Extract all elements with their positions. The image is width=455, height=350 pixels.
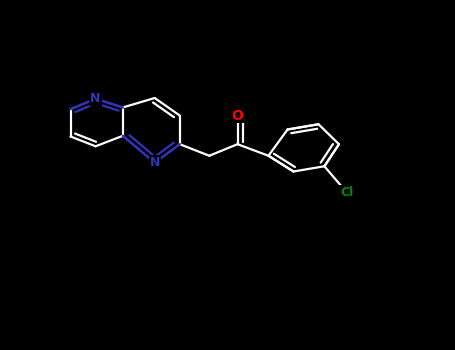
Text: O: O — [232, 108, 243, 122]
Text: Cl: Cl — [340, 186, 354, 199]
Text: N: N — [91, 92, 101, 105]
Text: N: N — [150, 156, 160, 169]
